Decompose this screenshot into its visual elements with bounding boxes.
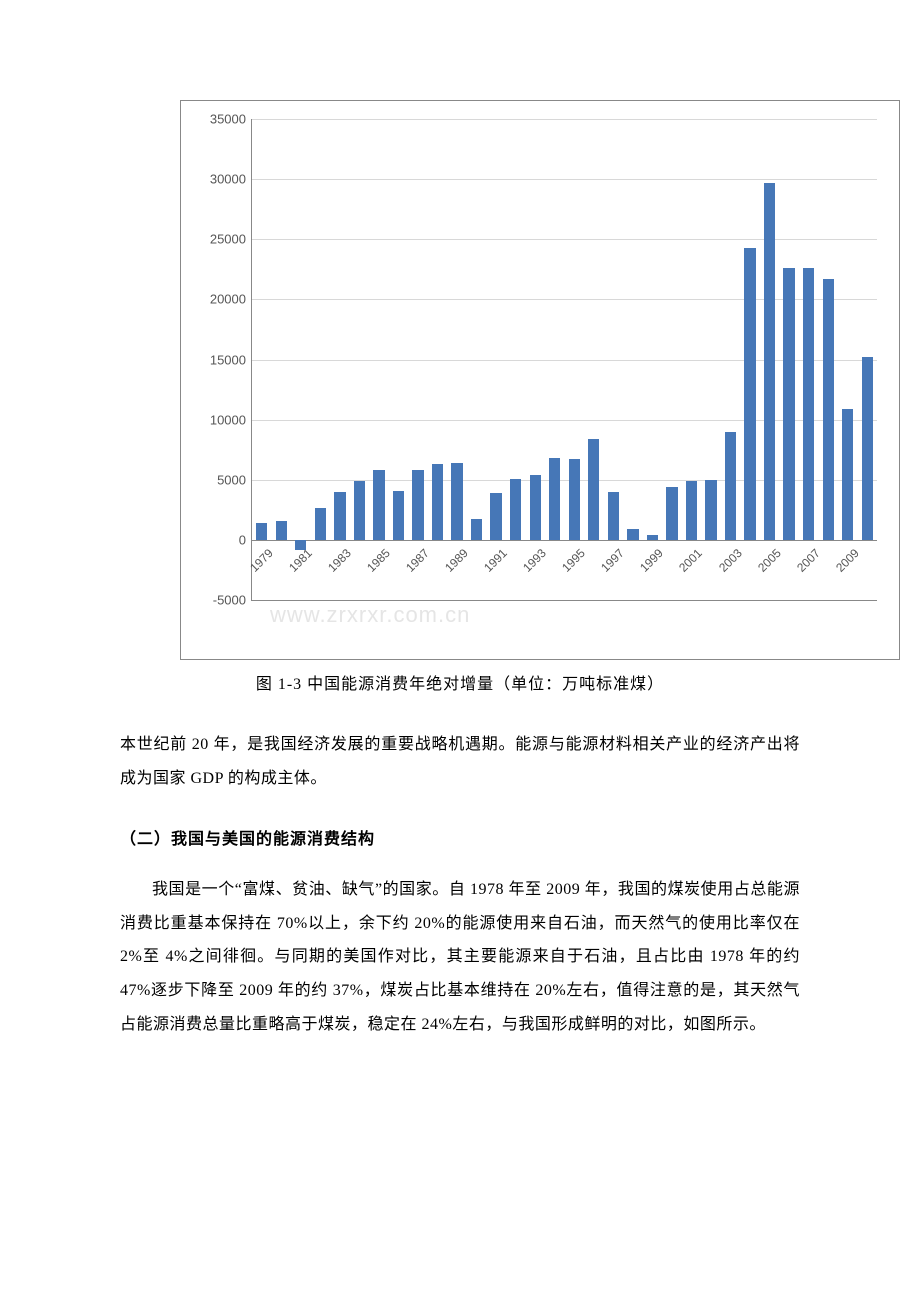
y-tick-label: 25000 [192, 232, 246, 247]
x-tick-label: 1997 [598, 546, 627, 575]
body-para-1: 本世纪前 20 年，是我国经济发展的重要战略机遇期。能源与能源材料相关产业的经济… [120, 728, 800, 795]
x-tick-label: 2005 [755, 546, 784, 575]
bar [666, 487, 677, 540]
bar [256, 523, 267, 540]
bar [705, 480, 716, 540]
bar [588, 439, 599, 540]
bar [647, 535, 658, 540]
energy-chart: www.zrxrxr.com.cn -5000 0 5000 10000 15000 20… [180, 100, 900, 660]
bar [842, 409, 853, 540]
bar [471, 519, 482, 539]
x-tick-label: 2007 [794, 546, 823, 575]
x-tick-label: 1985 [364, 546, 393, 575]
x-tick-label: 1995 [559, 546, 588, 575]
bar [510, 479, 521, 540]
x-tick-label: 2001 [677, 546, 706, 575]
bar [276, 521, 287, 540]
x-tick-label: 1981 [286, 546, 315, 575]
y-tick-label: 0 [192, 532, 246, 547]
bar [569, 459, 580, 540]
body-para-2: 我国是一个“富煤、贫油、缺气”的国家。自 1978 年至 2009 年，我国的煤… [120, 873, 800, 1041]
x-tick-label: 1991 [481, 546, 510, 575]
bar [530, 475, 541, 540]
bar [315, 508, 326, 540]
y-tick-label: 15000 [192, 352, 246, 367]
x-tick-label: 2009 [833, 546, 862, 575]
bar [744, 248, 755, 540]
bar [686, 481, 697, 540]
bar [862, 357, 873, 540]
x-tick-label: 1989 [442, 546, 471, 575]
x-tick-label: 1979 [247, 546, 276, 575]
x-tick-label: 1983 [325, 546, 354, 575]
bar [725, 432, 736, 540]
bar [412, 470, 423, 540]
bar [373, 470, 384, 540]
bar [393, 491, 404, 540]
bar [334, 492, 345, 540]
y-tick-label: -5000 [192, 593, 246, 608]
chart-caption: 图 1-3 中国能源消费年绝对增量（单位：万吨标准煤） [120, 670, 800, 694]
bar [549, 458, 560, 540]
bar [608, 492, 619, 540]
watermark: www.zrxrxr.com.cn [270, 602, 470, 628]
section-heading-2: （二）我国与美国的能源消费结构 [120, 825, 800, 849]
x-tick-label: 1987 [403, 546, 432, 575]
bar [783, 268, 794, 540]
x-tick-label: 1993 [520, 546, 549, 575]
y-tick-label: 5000 [192, 472, 246, 487]
y-tick-label: 10000 [192, 412, 246, 427]
bar [432, 464, 443, 540]
bar [490, 493, 501, 540]
y-tick-label: 20000 [192, 292, 246, 307]
bar [451, 463, 462, 540]
y-tick-label: 35000 [192, 112, 246, 127]
bar [823, 279, 834, 540]
y-tick-label: 30000 [192, 172, 246, 187]
bar [627, 529, 638, 540]
x-tick-label: 1999 [638, 546, 667, 575]
x-tick-label: 2003 [716, 546, 745, 575]
bar [803, 268, 814, 540]
bar [764, 183, 775, 540]
bar [354, 481, 365, 540]
